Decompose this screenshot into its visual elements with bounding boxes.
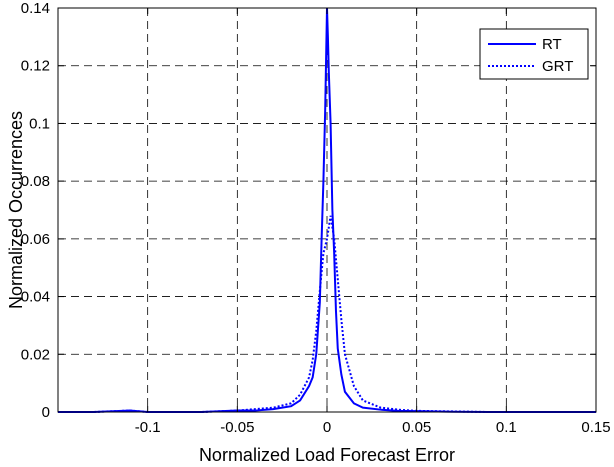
y-tick-label: 0.04: [21, 289, 50, 306]
x-tick-label: 0.15: [581, 419, 610, 436]
x-tick-label: 0.1: [496, 419, 517, 436]
series-line-rt: [58, 7, 596, 413]
x-tick-label: 0.05: [402, 419, 431, 436]
legend-label-rt: RT: [542, 36, 562, 53]
y-axis-title: Normalized Occurrences: [6, 111, 26, 309]
x-tick-label: 0: [323, 419, 331, 436]
y-tick-label: 0.06: [21, 231, 50, 248]
axis-ticks: -0.1 -0.05 0 0.05 0.1 0.15 0 0.02 0.04 0.06 0.08 0.…: [21, 0, 611, 436]
y-tick-label: 0.14: [21, 0, 50, 17]
y-tick-label: 0.1: [29, 115, 50, 132]
x-tick-label: -0.05: [220, 419, 254, 436]
legend: RT GRT: [479, 28, 589, 80]
y-tick-label: 0.12: [21, 58, 50, 75]
legend-box: [479, 28, 589, 80]
y-tick-label: 0.02: [21, 346, 50, 363]
x-axis-title: Normalized Load Forecast Error: [199, 445, 455, 465]
grid: [58, 8, 596, 412]
legend-label-grt: GRT: [542, 58, 573, 75]
x-tick-label: -0.1: [135, 419, 161, 436]
y-tick-label: 0: [42, 404, 50, 421]
y-tick-label: 0.08: [21, 173, 50, 190]
